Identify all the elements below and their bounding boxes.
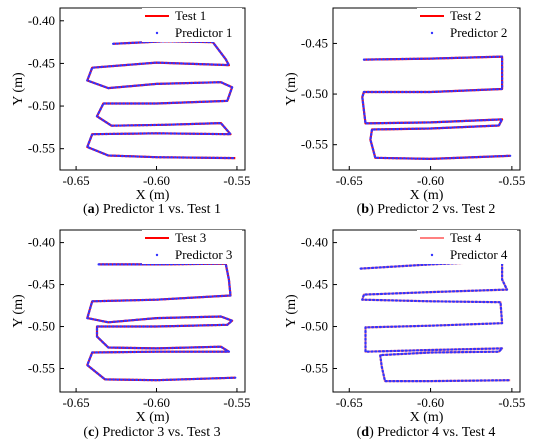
series-line-test [86,40,236,160]
y-tick-label: -0.40 [301,235,328,250]
x-axis-label: X (m) [136,188,170,203]
chart-panel-b: -0.65 -0.60 -0.55 -0.45 -0.50 -0.55 X (m) Y (m)… [284,7,525,217]
x-tick-label: -0.60 [417,395,444,410]
legend-swatch-predictor [155,253,159,257]
chart-panel-d: -0.65 -0.60 -0.55 -0.40 -0.45 -0.50 -0.55 X (m)… [284,229,525,440]
x-tick-label: -0.60 [143,173,170,188]
legend-label-predictor: Predictor 3 [175,247,232,262]
series-markers-predictor [86,262,237,382]
y-tick-label: -0.45 [301,35,328,50]
series-markers-predictor [86,40,237,160]
legend-label-test: Test 3 [175,230,206,245]
y-tick-label: -0.55 [28,141,55,156]
x-tick-label: -0.60 [143,395,170,410]
legend-label-predictor: Predictor 1 [175,25,232,40]
caption-letter: d [361,425,369,440]
y-axis-label: Y (m) [284,72,299,106]
legend-swatch-predictor [430,253,434,257]
x-tick-label: -0.55 [223,395,250,410]
legend-swatch-predictor [155,31,159,35]
x-tick-label: -0.55 [498,173,525,188]
x-tick-label: -0.65 [336,395,363,410]
y-tick-label: -0.40 [28,13,55,28]
y-axis-label: Y (m) [284,294,299,328]
legend-label-test: Test 4 [450,230,482,245]
x-tick-label: -0.65 [63,173,90,188]
y-tick-label: -0.50 [301,86,328,101]
legend-label-test: Test 2 [450,8,481,23]
series-line-test [360,260,511,383]
panel-caption: (a) Predictor 1 vs. Test 1 [83,202,221,217]
y-tick-label: -0.50 [301,319,328,334]
y-tick-label: -0.45 [28,55,55,70]
y-tick-label: -0.45 [28,277,55,292]
y-axis-label: Y (m) [11,294,26,328]
x-tick-label: -0.55 [498,395,525,410]
x-tick-label: -0.65 [63,395,90,410]
panel-caption: (d) Predictor 4 vs. Test 4 [357,425,496,440]
y-tick-label: -0.55 [301,137,328,152]
caption-letter: b [361,202,369,217]
legend-label-predictor: Predictor 4 [450,247,508,262]
panel-caption: (c) Predictor 3 vs. Test 3 [83,425,220,440]
series-markers-predictor [361,55,512,160]
y-tick-label: -0.40 [28,235,55,250]
legend-label-test: Test 1 [175,8,206,23]
x-tick-label: -0.55 [223,173,250,188]
x-axis-label: X (m) [136,410,170,425]
y-tick-label: -0.55 [28,360,55,375]
y-tick-label: -0.45 [301,277,328,292]
caption-letter: c [88,425,94,440]
y-tick-label: -0.50 [28,98,55,113]
panel-caption: (b) Predictor 2 vs. Test 2 [357,202,496,217]
legend-box [142,8,242,42]
y-axis-label: Y (m) [11,72,26,106]
chart-panel-c: -0.65 -0.60 -0.55 -0.40 -0.45 -0.50 -0.55 X (m)… [11,229,251,440]
legend-swatch-predictor [430,31,434,35]
legend-label-predictor: Predictor 2 [450,25,507,40]
legend-box [417,230,517,264]
x-tick-label: -0.60 [417,173,444,188]
series-line-test [361,55,511,160]
x-axis-label: X (m) [410,188,444,203]
y-tick-label: -0.50 [28,319,55,334]
legend-box [142,230,242,264]
y-tick-label: -0.55 [301,360,328,375]
legend-box [417,8,517,42]
chart-panel-a: -0.65 -0.60 -0.55 -0.40 -0.45 -0.50 -0.55 X (m)… [11,7,251,217]
x-tick-label: -0.65 [336,173,363,188]
caption-letter: a [88,202,95,217]
series-markers-predictor [359,260,512,383]
x-axis-label: X (m) [410,410,444,425]
